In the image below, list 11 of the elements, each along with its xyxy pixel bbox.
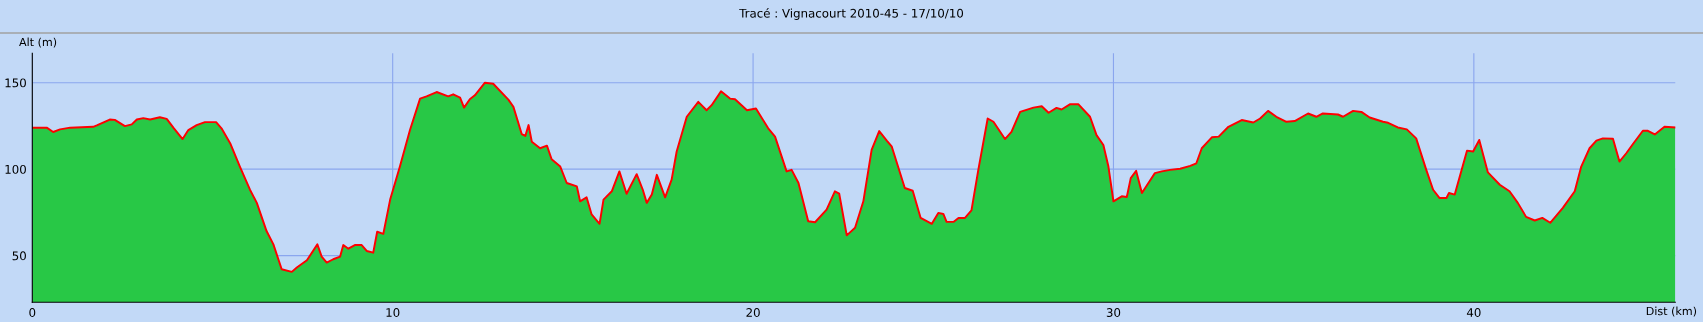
x-tick-label: 10 [386,308,400,317]
y-axis-title: Alt (m) [19,37,57,48]
y-tick-label: 100 [5,164,26,174]
chart-title: Tracé : Vignacourt 2010-45 - 17/10/10 [739,8,964,20]
x-tick-label: 20 [746,308,760,317]
x-tick-label: 30 [1106,308,1121,317]
y-tick-label: 150 [5,78,26,88]
x-axis-title: Dist (km) [1646,306,1697,317]
y-tick-label: 50 [12,251,26,261]
x-tick-label: 0 [29,308,36,317]
x-tick-label: 40 [1466,308,1481,317]
